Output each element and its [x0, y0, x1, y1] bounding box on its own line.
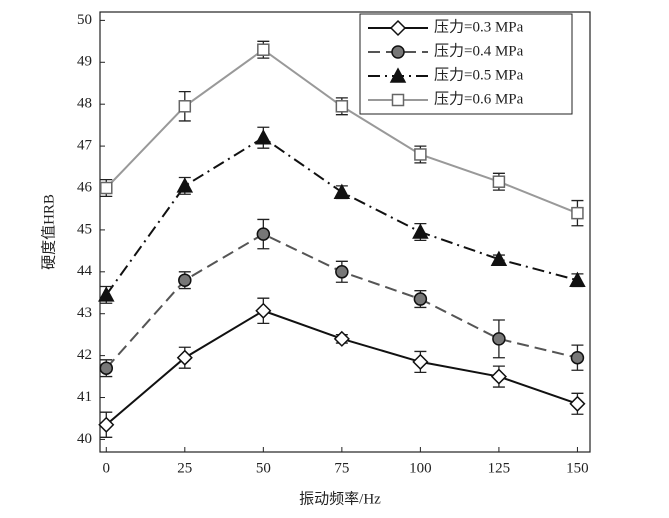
x-tick-label: 75: [334, 460, 349, 476]
y-tick-label: 43: [77, 305, 92, 321]
marker: [389, 19, 407, 37]
marker: [335, 100, 349, 113]
marker: [99, 361, 114, 375]
marker: [255, 302, 272, 319]
legend-label: 压力=0.4 MPa: [434, 42, 524, 59]
y-tick-label: 48: [77, 96, 92, 112]
x-tick-label: 100: [409, 460, 432, 476]
marker: [178, 100, 192, 113]
y-tick-label: 47: [77, 138, 93, 154]
marker: [98, 416, 115, 433]
x-tick-label: 50: [256, 460, 271, 476]
y-tick-label: 50: [77, 12, 92, 28]
marker: [490, 368, 507, 385]
marker: [391, 45, 405, 59]
marker: [569, 395, 586, 412]
marker: [333, 330, 350, 347]
y-tick-label: 44: [77, 263, 93, 279]
x-tick-label: 125: [488, 460, 511, 476]
legend-label: 压力=0.5 MPa: [434, 66, 524, 83]
y-tick-label: 41: [77, 389, 92, 405]
y-tick-label: 46: [77, 179, 93, 195]
marker: [176, 177, 194, 193]
marker: [333, 183, 351, 199]
legend-label: 压力=0.6 MPa: [434, 90, 524, 107]
marker: [412, 353, 429, 370]
y-tick-label: 49: [77, 54, 92, 70]
marker: [176, 349, 193, 366]
marker: [389, 67, 407, 83]
y-tick-label: 45: [77, 221, 92, 237]
x-tick-label: 150: [566, 460, 589, 476]
y-tick-label: 40: [77, 431, 92, 447]
marker: [98, 286, 115, 302]
y-tick-label: 42: [77, 347, 92, 363]
marker: [492, 175, 506, 188]
legend-label: 压力=0.3 MPa: [434, 18, 524, 35]
series-line: [105, 232, 578, 369]
marker: [414, 148, 427, 161]
series-line: [105, 309, 578, 426]
marker: [391, 93, 405, 107]
marker: [100, 181, 113, 195]
marker: [569, 271, 586, 287]
x-axis-label: 振动频率/Hz: [299, 490, 381, 507]
marker: [490, 250, 508, 266]
marker: [570, 350, 585, 365]
y-axis-label: 硬度值HRB: [40, 194, 57, 270]
marker: [255, 129, 272, 145]
marker: [571, 206, 584, 220]
x-tick-label: 25: [177, 460, 192, 476]
marker: [413, 292, 428, 306]
marker: [178, 273, 192, 287]
x-tick-label: 0: [103, 460, 111, 476]
marker: [257, 43, 270, 56]
plot-frame: [99, 11, 591, 453]
marker: [492, 332, 506, 346]
marker: [256, 227, 271, 241]
marker: [412, 223, 429, 239]
marker: [335, 265, 349, 279]
